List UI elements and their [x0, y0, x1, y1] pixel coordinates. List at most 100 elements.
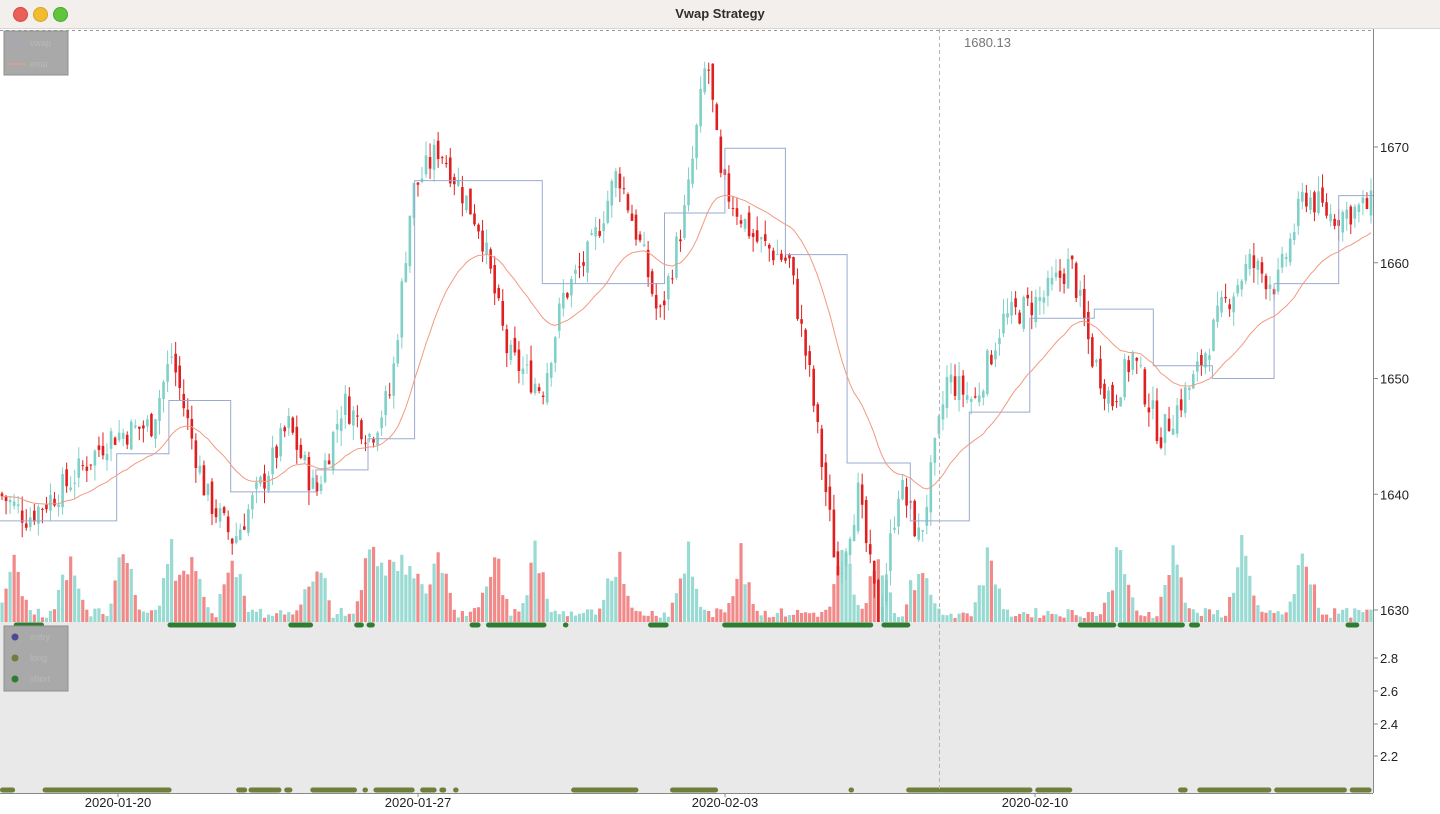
candle-body: [1066, 258, 1070, 289]
candle-body: [586, 241, 589, 273]
volume-bar: [262, 617, 267, 622]
candle-body: [1309, 197, 1312, 210]
candle-body: [533, 383, 537, 394]
volume-bar: [420, 584, 424, 622]
volume-bar: [993, 584, 998, 622]
volume-bar: [602, 599, 606, 622]
volume-bar: [202, 596, 206, 622]
chart-area[interactable]: 1630 1640 1650 1660 1670 2.8 2.6 2.4 2.2 2020-0…: [0, 29, 1440, 814]
candle-body: [465, 195, 468, 211]
signal-legend[interactable]: entry long short: [3, 625, 69, 692]
candle-body: [812, 368, 816, 406]
volume-bar: [888, 592, 893, 622]
volume-bar: [545, 598, 549, 622]
volume-bar: [840, 549, 844, 622]
volume-bar: [339, 608, 343, 622]
candle-body: [986, 350, 989, 395]
long-signal-marker: [670, 787, 719, 793]
volume-bar: [145, 612, 149, 622]
volume-bar: [137, 609, 141, 622]
volume-bar: [1022, 611, 1026, 622]
candle-body: [1220, 297, 1223, 313]
volume-bar: [703, 609, 707, 622]
candle-body: [994, 350, 997, 360]
volume-bar: [1086, 612, 1090, 622]
candle-body: [190, 418, 194, 439]
candle-body: [1216, 305, 1219, 322]
candle-body: [348, 396, 351, 424]
candle-body: [150, 413, 153, 437]
volume-bar: [1361, 612, 1365, 622]
candle-body: [469, 188, 472, 215]
candle-body: [711, 63, 715, 100]
price-pane[interactable]: [0, 29, 1373, 622]
candle-body: [279, 428, 282, 457]
volume-bar: [1171, 545, 1175, 622]
candle-body: [291, 417, 295, 433]
minimize-window-button[interactable]: [33, 7, 48, 22]
candle-body: [194, 440, 198, 469]
candle-body: [1248, 253, 1252, 270]
volume-bar: [832, 584, 836, 622]
short-signal-marker: [881, 622, 911, 628]
volume-bar: [270, 615, 275, 622]
candle-body: [1062, 273, 1066, 284]
volume-bar: [1280, 614, 1284, 622]
volume-bar: [1240, 535, 1244, 622]
volume-bar: [238, 573, 242, 622]
volume-bar: [311, 581, 315, 622]
volume-bar: [493, 557, 497, 622]
candle-body: [1321, 187, 1324, 203]
volume-bar: [1054, 614, 1058, 622]
volume-bar: [529, 562, 533, 622]
candle-body: [719, 136, 723, 173]
candle-body: [477, 224, 480, 232]
candle-body: [69, 487, 72, 490]
volume-bar: [351, 613, 355, 622]
volume-bar: [69, 556, 73, 622]
volume-bar: [375, 566, 380, 622]
volume-bar: [444, 573, 448, 622]
entry-legend-label: entry: [30, 632, 51, 642]
candle-body: [210, 481, 214, 514]
volume-bar: [472, 608, 477, 622]
candle-body: [553, 337, 557, 363]
volume-bar: [234, 577, 238, 622]
candle-body: [162, 381, 165, 400]
zoom-window-button[interactable]: [53, 7, 68, 22]
candle-body: [1155, 400, 1159, 442]
candle-body: [767, 244, 771, 249]
volume-bar: [246, 611, 250, 622]
signal-pane[interactable]: [0, 622, 1373, 793]
long-signal-marker: [1349, 787, 1372, 793]
candle-body: [545, 373, 549, 403]
candle-body: [921, 530, 925, 532]
volume-bar: [674, 593, 679, 622]
candle-body: [1095, 360, 1098, 363]
candle-body: [1292, 232, 1296, 241]
candle-body: [49, 494, 52, 511]
candle-body: [271, 447, 274, 475]
volume-bar: [287, 612, 291, 622]
candle-body: [335, 424, 339, 430]
volume-bar: [1187, 608, 1191, 622]
candle-body: [1224, 296, 1227, 299]
candle-body: [319, 484, 323, 491]
x-tick-label: 2020-01-27: [385, 795, 452, 810]
volume-bar: [900, 616, 905, 622]
volume-bar: [1058, 616, 1062, 622]
volume-bar: [581, 612, 586, 622]
candle-body: [1167, 418, 1171, 431]
price-legend[interactable]: vwap ema: [3, 30, 69, 76]
candle-body: [840, 572, 844, 574]
price-tick-label: 1660: [1380, 256, 1409, 271]
candle-body: [89, 464, 93, 466]
candle-body: [1204, 353, 1207, 368]
candle-body: [893, 527, 896, 530]
volume-bar: [614, 576, 618, 622]
volume-bar: [101, 614, 105, 622]
vwap-line: [0, 147, 1373, 522]
close-window-button[interactable]: [13, 7, 28, 22]
candle-body: [638, 234, 642, 241]
candle-body: [969, 399, 973, 402]
